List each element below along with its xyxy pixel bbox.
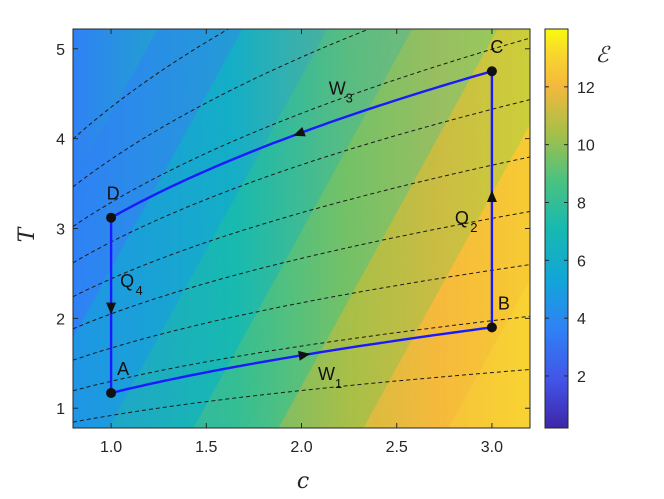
contour-line [73, 156, 530, 298]
heatmap-band [210, 29, 447, 428]
x-axis-label: c [297, 469, 309, 494]
colorbar-tick-label: 10 [577, 138, 595, 155]
cycle-point-d [106, 212, 117, 223]
heatmap-band [73, 29, 294, 428]
segment-label: W [318, 364, 335, 384]
contour-line [73, 264, 530, 361]
y-axis-label: T [15, 225, 40, 242]
heatmap-band [159, 29, 396, 428]
heatmap-band [414, 217, 530, 428]
contour-lines [73, 29, 530, 423]
heatmap-band [465, 310, 530, 428]
heatmap-band [397, 186, 530, 428]
y-tick-label: 4 [56, 132, 65, 149]
heatmap-band [596, 19, 664, 438]
y-tick-label: 3 [56, 222, 65, 239]
cycle-arrow [298, 350, 311, 361]
colorbar-tick-label: 2 [577, 369, 586, 386]
segment-label: Q [120, 271, 134, 291]
heatmap-band [516, 403, 530, 428]
cycle-arrow [486, 190, 497, 202]
colorbar-bar [544, 28, 569, 429]
colorbar-tick-label: 8 [577, 195, 586, 212]
heatmap-band [295, 29, 530, 428]
point-label-c: C [490, 37, 503, 57]
cycle-point-c [486, 66, 497, 77]
heatmap-band [227, 29, 464, 428]
x-tick-label: 1.0 [100, 439, 122, 456]
cycle-path [106, 66, 497, 398]
x-tick-label: 2.5 [386, 439, 408, 456]
segment-subscript: 2 [470, 220, 477, 235]
cycle-arrow [293, 126, 306, 137]
colorbar-tick-label: 6 [577, 253, 586, 270]
heatmap-band [261, 29, 498, 428]
y-tick-label: 5 [56, 42, 65, 59]
heatmap-band [278, 29, 515, 428]
heatmap-band [482, 341, 530, 428]
point-label-d: D [107, 184, 120, 204]
heatmap-band [329, 62, 530, 428]
y-tick-label: 2 [56, 311, 65, 328]
x-tick-label: 2.0 [290, 439, 312, 456]
x-tick-label: 1.5 [195, 439, 217, 456]
heatmap [73, 19, 664, 438]
contour-line [73, 315, 530, 392]
heatmap-bands [73, 19, 664, 438]
cycle-arrow [106, 302, 117, 315]
heatmap-band [499, 372, 530, 428]
heatmap-band [176, 29, 413, 428]
colorbar-ticks: 2 4 6 8 10 12 [545, 80, 595, 386]
heatmap-band [91, 29, 328, 428]
segment-subscript: 4 [135, 283, 142, 298]
cycle-point-b [486, 322, 497, 333]
cycle-point-a [106, 387, 117, 398]
contour-line [73, 99, 530, 264]
heatmap-band [108, 29, 345, 428]
heatmap-band [448, 279, 530, 428]
segment-label: W [329, 78, 346, 98]
segment-label: Q [455, 208, 469, 228]
colorbar-tick-label: 4 [577, 311, 586, 328]
x-axis-ticks: 1.0 1.5 2.0 2.5 3.0 [100, 29, 503, 456]
heatmap-band [74, 29, 311, 428]
heatmap-band [193, 29, 430, 428]
x-tick-label: 3.0 [481, 439, 503, 456]
segment-subscript: 1 [335, 376, 342, 391]
segment-subscript: 3 [346, 90, 353, 105]
contour-line [73, 211, 530, 330]
y-axis-ticks: 1 2 3 4 5 [56, 42, 530, 418]
heatmap-band [312, 31, 530, 428]
heatmap-band [346, 93, 530, 428]
heatmap-band [431, 248, 530, 428]
heatmap-band [142, 29, 379, 428]
contour-line [73, 369, 530, 423]
colorbar: 2 4 6 8 10 12 ℰ [544, 28, 611, 429]
point-label-b: B [498, 293, 510, 313]
colorbar-label: ℰ [595, 43, 611, 68]
point-label-a: A [117, 359, 129, 379]
contour-line [73, 37, 530, 227]
colorbar-tick-label: 12 [577, 80, 595, 97]
contour-line [73, 29, 371, 188]
y-tick-label: 1 [56, 401, 65, 418]
